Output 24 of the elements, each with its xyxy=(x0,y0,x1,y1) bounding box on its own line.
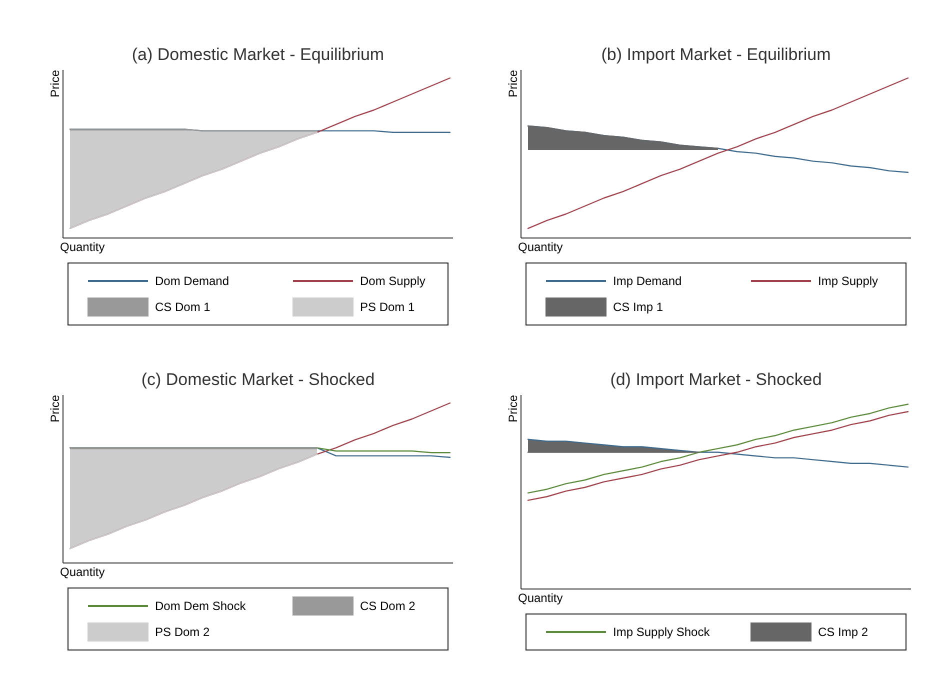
chart-title: (b) Import Market - Equilibrium xyxy=(601,45,831,64)
chart-title: (a) Domestic Market - Equilibrium xyxy=(132,45,384,64)
legend-label: CS Dom 2 xyxy=(360,599,416,613)
chart-title: (c) Domestic Market - Shocked xyxy=(141,370,375,389)
chart-title: (d) Import Market - Shocked xyxy=(610,370,822,389)
x-axis-title: Quantity xyxy=(518,240,563,254)
legend-label: Imp Demand xyxy=(613,274,682,288)
x-axis-title: Quantity xyxy=(518,591,563,605)
y-axis-title: Price xyxy=(48,70,62,98)
y-axis-title: Price xyxy=(48,394,62,422)
legend-label: PS Dom 1 xyxy=(360,300,416,314)
legend-label: Imp Supply xyxy=(818,274,878,288)
legend-label: CS Imp 2 xyxy=(818,625,868,639)
y-axis-title: Price xyxy=(506,70,520,98)
legend-label: Imp Supply Shock xyxy=(613,625,711,639)
legend-label: Dom Supply xyxy=(360,274,426,288)
y-axis-title: Price xyxy=(506,394,520,422)
legend-label: Dom Demand xyxy=(155,274,230,288)
legend-label: CS Imp 1 xyxy=(613,300,664,314)
x-axis-title: Quantity xyxy=(60,240,105,254)
legend-label: Dom Dem Shock xyxy=(155,599,247,613)
legend-label: PS Dom 2 xyxy=(155,625,210,639)
legend-label: CS Dom 1 xyxy=(155,300,211,314)
x-axis-title: Quantity xyxy=(60,565,105,579)
